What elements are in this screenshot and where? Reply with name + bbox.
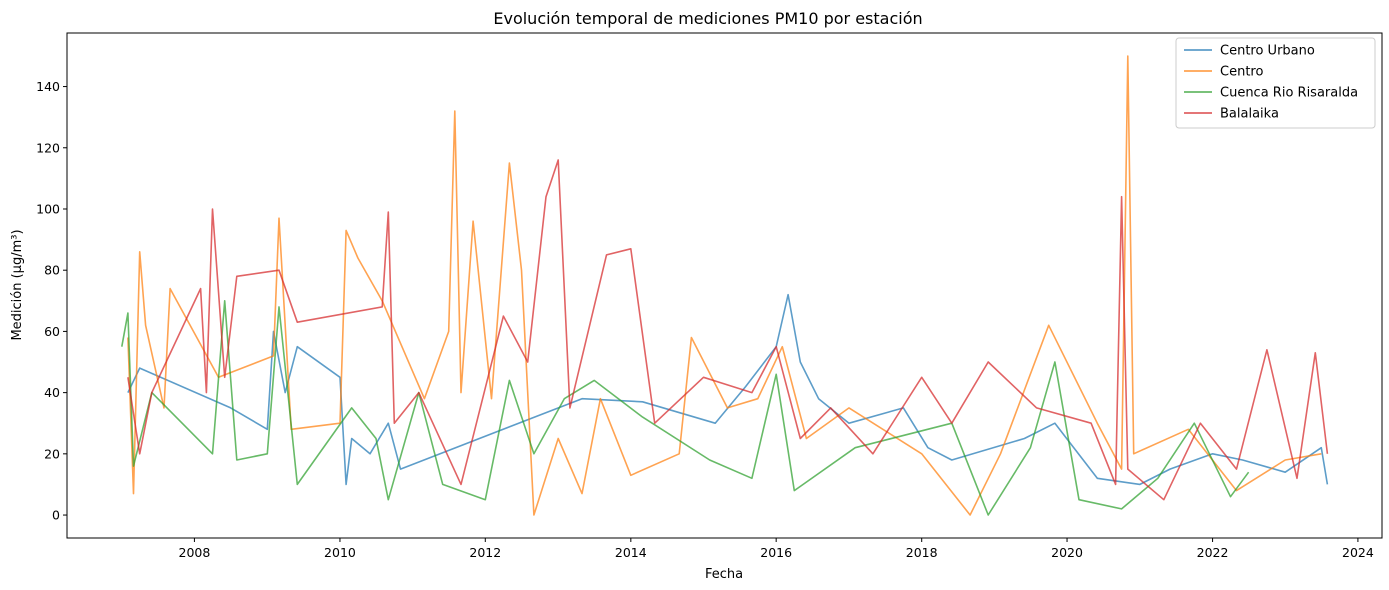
x-tick-label: 2012 [469, 545, 501, 560]
legend-label-2: Centro [1220, 65, 1263, 80]
x-axis-label: Fecha [705, 567, 743, 582]
x-tick-label: 2024 [1342, 545, 1374, 560]
y-tick-label: 20 [44, 446, 60, 461]
y-tick-label: 0 [52, 508, 60, 523]
x-tick-label: 2016 [760, 545, 792, 560]
legend-label-4: Balalaika [1220, 107, 1279, 122]
x-tick-label: 2018 [906, 545, 938, 560]
series-line-4 [127, 159, 1329, 501]
plot-frame [66, 32, 1383, 539]
legend: Centro Urbano Centro Cuenca Rio Risaralda B… [1175, 37, 1376, 129]
y-tick-label: 40 [44, 385, 60, 400]
y-tick-label: 120 [36, 140, 60, 155]
y-tick-label: 60 [44, 324, 60, 339]
chart-title: Evolución temporal de mediciones PM10 po… [493, 9, 922, 28]
series-line-3 [121, 300, 1250, 516]
legend-label-3: Cuenca Rio Risaralda [1220, 86, 1358, 101]
x-tick-label: 2008 [179, 545, 211, 560]
y-tick-label: 80 [44, 263, 60, 278]
series-line-2 [127, 55, 1322, 516]
x-tick-label: 2014 [615, 545, 647, 560]
y-tick-label: 140 [36, 79, 60, 94]
x-tick-label: 2022 [1197, 545, 1229, 560]
y-tick-label: 100 [36, 201, 60, 216]
series-lines [121, 55, 1329, 516]
x-axis-ticks: 2008 2010 2012 2014 2016 2018 2020 2022 2024 [179, 538, 1374, 560]
legend-label-1: Centro Urbano [1220, 44, 1315, 59]
legend-box [1175, 37, 1376, 129]
y-axis-ticks: 0 20 40 60 80 100 120 140 [36, 79, 67, 523]
x-tick-label: 2020 [1051, 545, 1083, 560]
x-tick-label: 2010 [324, 545, 356, 560]
y-axis-label: Medición (µg/m³) [10, 229, 25, 340]
